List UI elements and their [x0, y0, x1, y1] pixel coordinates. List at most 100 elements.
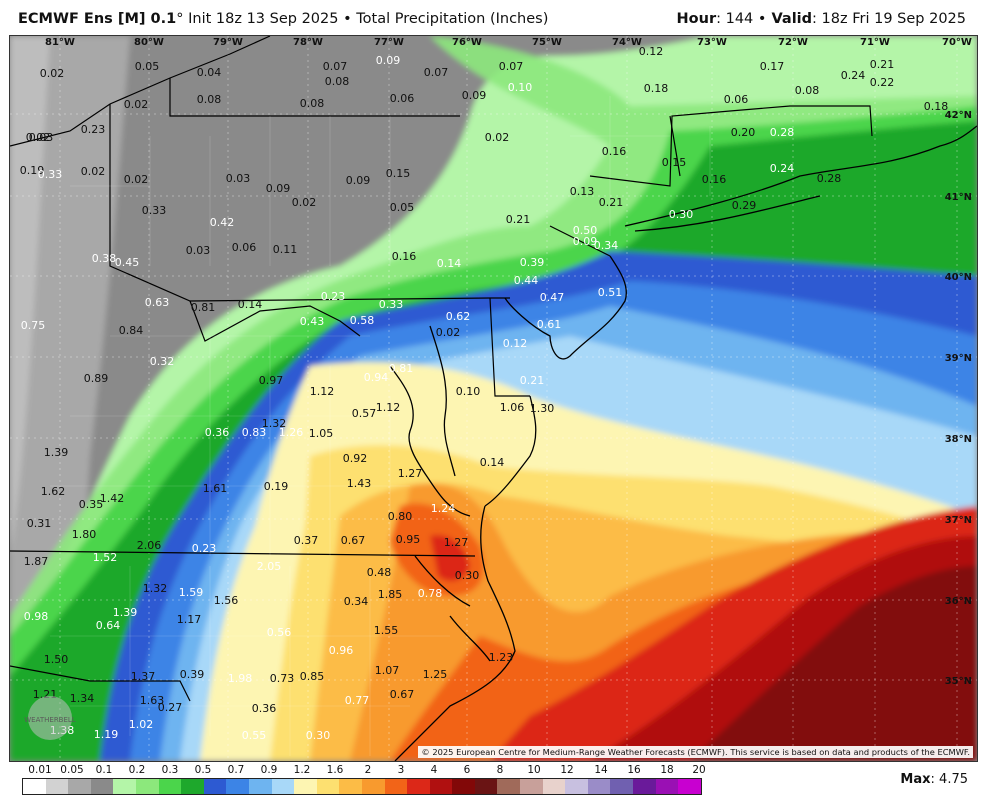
legend-swatch — [23, 779, 46, 794]
valid-label: Valid — [766, 11, 813, 27]
precip-value: 0.55 — [242, 729, 267, 742]
valid-value: : 18z Fri 19 Sep 2025 — [812, 11, 966, 27]
longitude-label: 80°W — [134, 37, 164, 48]
precip-value: 0.83 — [242, 426, 267, 439]
precip-value: 1.26 — [279, 426, 304, 439]
legend-tick-labels: 0.01 0.05 0.1 0.2 0.3 0.5 0.7 0.9 1.2 1.6 2 3 4 6 8 10 1… — [0, 764, 984, 776]
map-canvas: 81°W 80°W 79°W 78°W 77°W 76°W 75°W 74°W 73°W 72°W… — [10, 36, 977, 761]
latitude-labels: 42°N 41°N 40°N 39°N 38°N 37°N 36°N 35°N — [945, 110, 972, 687]
precip-value: 0.09 — [376, 54, 401, 67]
precip-value: 1.12 — [310, 385, 335, 398]
legend-tick-label: 1.2 — [293, 764, 311, 776]
precip-value: 1.43 — [347, 477, 372, 490]
legend-swatch — [271, 779, 295, 794]
precip-value: 0.44 — [514, 274, 539, 287]
precip-value: 0.05 — [135, 60, 160, 73]
legend-tick-label: 2 — [364, 764, 372, 776]
longitude-label: 74°W — [612, 37, 642, 48]
precip-value: 0.98 — [24, 610, 49, 623]
legend-swatch — [248, 779, 272, 794]
latitude-label: 39°N — [945, 353, 972, 364]
logo-text: WEATHERBELL — [24, 716, 76, 724]
legend-swatch — [339, 779, 362, 794]
precip-value: 0.73 — [270, 672, 295, 685]
legend-tick-label: 6 — [463, 764, 471, 776]
precipitation-map[interactable]: 81°W 80°W 79°W 78°W 77°W 76°W 75°W 74°W 73°W 72°W… — [9, 35, 978, 762]
legend-swatch — [45, 779, 69, 794]
map-header: ECMWF Ens [M] 0.1° Init 18z 13 Sep 2025 … — [0, 0, 984, 34]
degree-symbol: ° — [176, 11, 184, 27]
title-bullet: • — [338, 11, 357, 27]
precip-value: 0.08 — [325, 75, 350, 88]
precip-value: 0.67 — [341, 534, 366, 547]
precip-value: 0.22 — [870, 76, 895, 89]
precip-value: 0.97 — [259, 374, 284, 387]
precip-value: 1.62 — [41, 485, 66, 498]
precip-value: 0.03 — [186, 244, 211, 257]
longitude-label: 71°W — [860, 37, 890, 48]
precip-value: 0.95 — [396, 533, 421, 546]
precip-value-labels: 0.02 0.05 0.04 0.07 0.09 0.07 0.07 0.12 0.17 0.21… — [20, 45, 949, 742]
legend-swatch — [90, 779, 114, 794]
precip-value: 0.02 — [81, 165, 106, 178]
longitude-label: 81°W — [45, 37, 75, 48]
precip-value: 0.38 — [92, 252, 117, 265]
legend-tick-label: 16 — [627, 764, 641, 776]
precip-value: 0.36 — [205, 426, 230, 439]
precip-value: 1.87 — [24, 555, 49, 568]
precip-value: 0.07 — [424, 66, 449, 79]
hour-value: : 144 • — [716, 11, 767, 27]
precip-value: 0.29 — [732, 199, 757, 212]
precip-value: 0.28 — [770, 126, 795, 139]
latitude-label: 40°N — [945, 272, 972, 283]
precip-value: 0.02 — [292, 196, 317, 209]
precip-value: 1.50 — [44, 653, 69, 666]
legend-swatch — [68, 779, 91, 794]
precip-value: 0.39 — [520, 256, 545, 269]
legend-tick-label: 10 — [527, 764, 541, 776]
precip-value: 0.47 — [540, 291, 565, 304]
legend-swatch — [452, 779, 475, 794]
legend-tick-label: 14 — [594, 764, 608, 776]
legend-swatch — [226, 779, 249, 794]
legend-tick-label: 12 — [560, 764, 574, 776]
borders — [10, 36, 873, 702]
precip-value: 0.96 — [329, 644, 354, 657]
legend-swatch — [294, 779, 317, 794]
precip-value: 0.09 — [346, 174, 371, 187]
precip-value: 0.24 — [770, 162, 795, 175]
precip-value: 0.08 — [197, 93, 222, 106]
precip-value: 0.27 — [158, 701, 183, 714]
legend-tick-label: 1.6 — [326, 764, 344, 776]
precip-value: 0.58 — [350, 314, 375, 327]
legend-swatch — [361, 779, 385, 794]
latitude-label: 41°N — [945, 192, 972, 203]
precip-value: 0.36 — [252, 702, 277, 715]
precip-value: 0.50 — [573, 224, 598, 237]
latitude-label: 35°N — [945, 676, 972, 687]
precip-value: 0.84 — [119, 324, 144, 337]
precip-value: 1.56 — [214, 594, 239, 607]
precip-value: 1.39 — [44, 446, 69, 459]
precip-value: 0.81 — [389, 362, 414, 375]
legend-tick-label: 0.01 — [28, 764, 52, 776]
legend-swatch — [678, 779, 701, 794]
precip-value: 0.30 — [669, 208, 694, 221]
precip-value: 0.80 — [388, 510, 413, 523]
legend-swatch — [474, 779, 498, 794]
legend-tick-label: 0.9 — [260, 764, 278, 776]
legend-swatch — [520, 779, 543, 794]
legend-swatch — [158, 779, 182, 794]
precip-value: 0.51 — [598, 286, 623, 299]
precip-value: 0.11 — [273, 243, 298, 256]
precip-value: 0.77 — [345, 694, 370, 707]
precip-value: 0.21 — [870, 58, 895, 71]
max-value-label: Max: 4.75 — [900, 772, 968, 787]
precip-value: 0.34 — [344, 595, 369, 608]
precip-value: 0.33 — [379, 298, 404, 311]
legend-swatch — [542, 779, 566, 794]
legend-tick-label: 18 — [660, 764, 674, 776]
precip-shading — [10, 36, 977, 761]
precip-value: 0.24 — [841, 69, 866, 82]
longitude-label: 75°W — [532, 37, 562, 48]
